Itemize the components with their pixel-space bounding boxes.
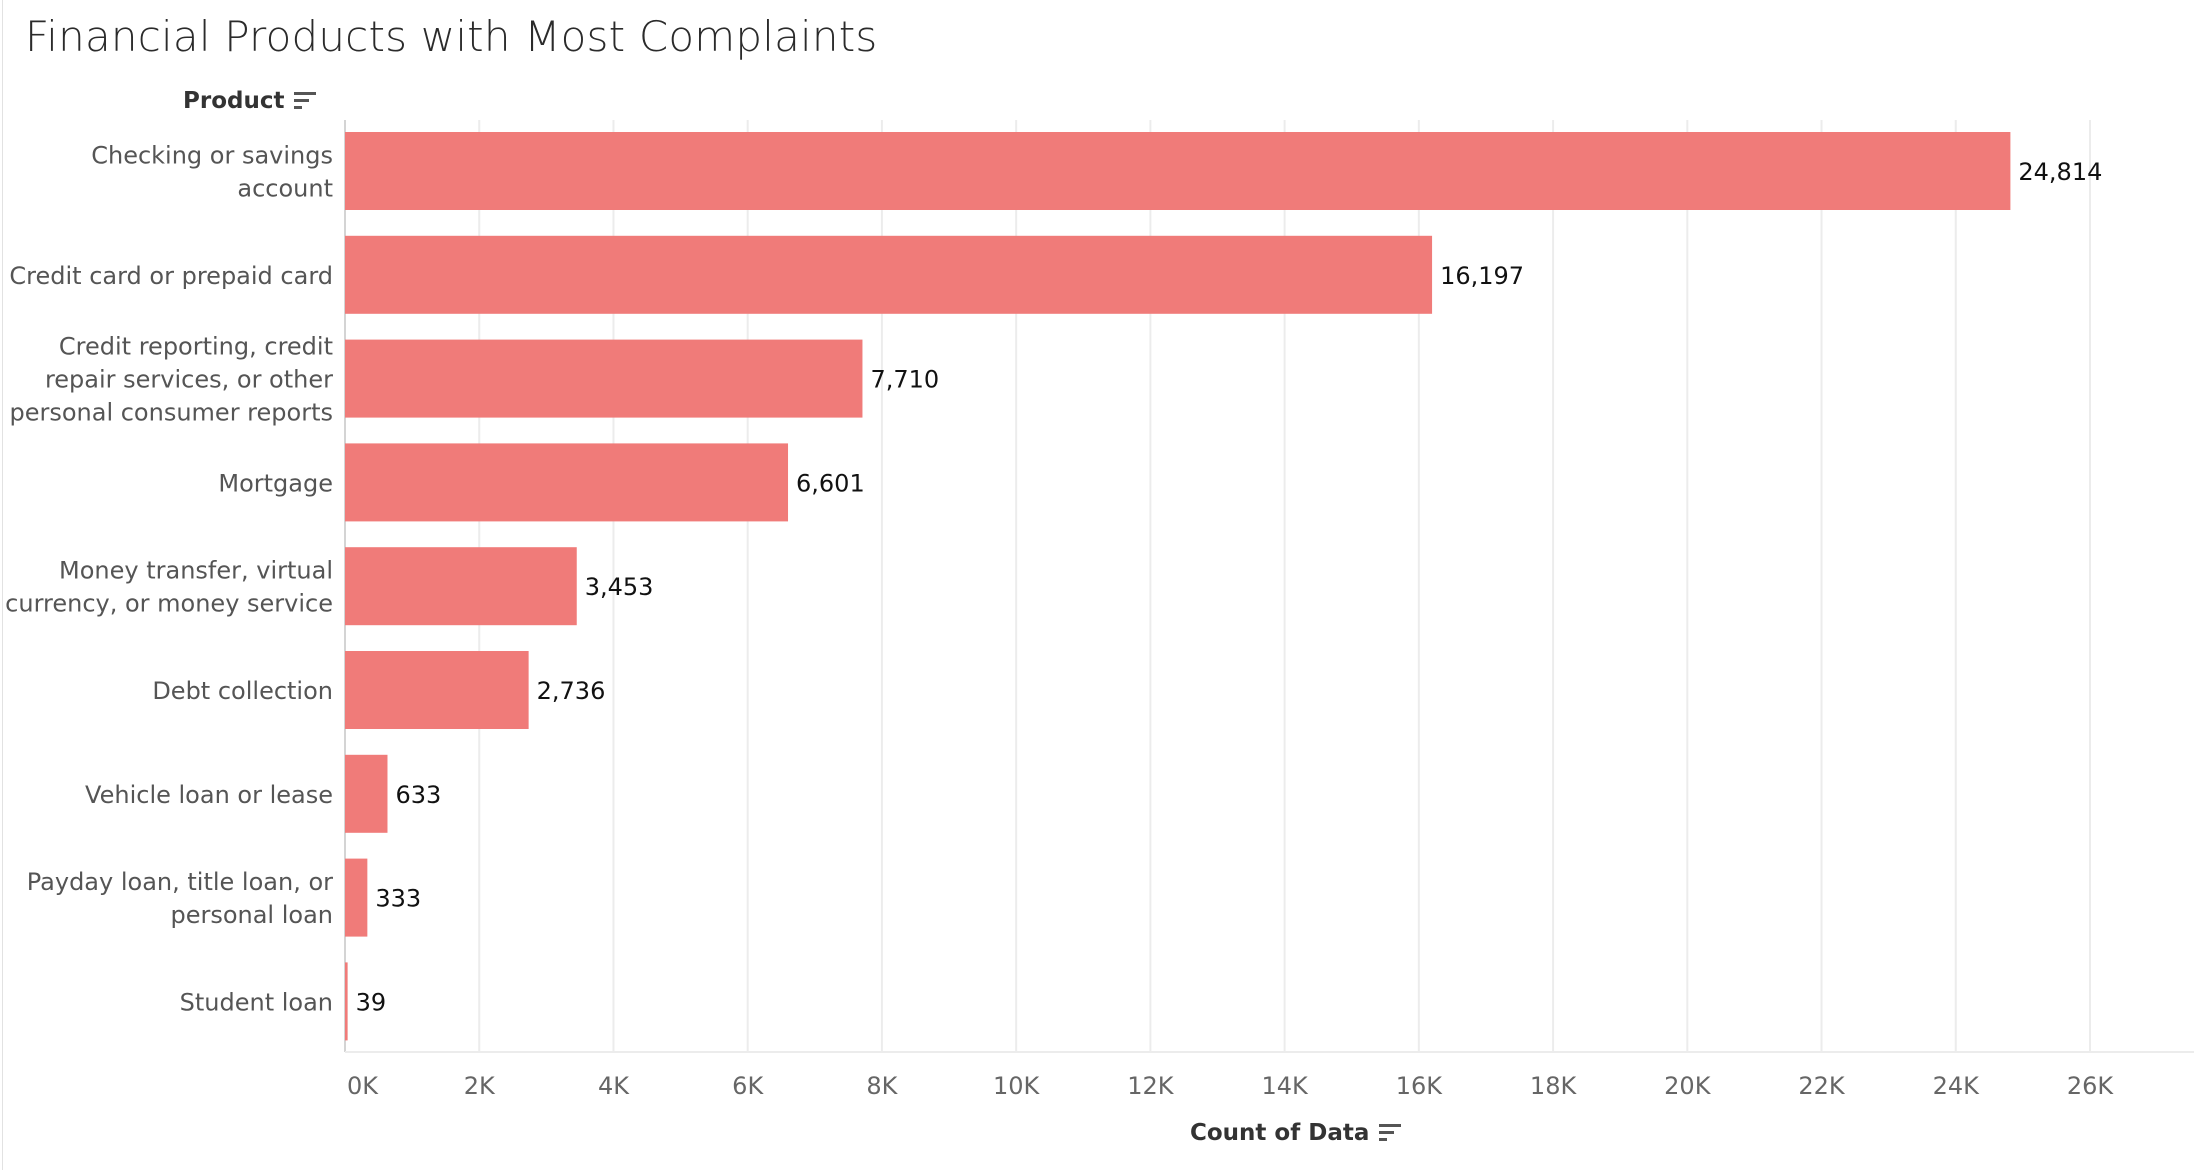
data-label: 6,601: [796, 469, 865, 497]
x-tick-label: 0K: [347, 1072, 379, 1100]
category-label: Debt collection: [152, 677, 333, 705]
chart-title: Financial Products with Most Complaints: [25, 12, 878, 61]
x-tick-label: 20K: [1664, 1072, 1712, 1100]
data-label: 16,197: [1440, 262, 1524, 290]
bar: [345, 235, 1433, 314]
x-tick-label: 26K: [2067, 1072, 2115, 1100]
bar: [345, 754, 388, 833]
sort-descending-icon[interactable]: [294, 92, 317, 110]
category-label: Student loan: [180, 988, 333, 1016]
x-tick-label: 6K: [732, 1072, 764, 1100]
category-label: account: [237, 175, 333, 203]
x-tick-label: 24K: [1933, 1072, 1981, 1100]
data-label: 333: [375, 885, 421, 913]
bar: [345, 132, 2011, 210]
category-label: Credit reporting, credit: [59, 333, 333, 361]
x-tick-label: 12K: [1127, 1072, 1175, 1100]
bar: [345, 443, 789, 522]
category-label: personal consumer reports: [9, 399, 333, 427]
category-label: Credit card or prepaid card: [9, 262, 333, 290]
x-tick-label: 22K: [1798, 1072, 1846, 1100]
x-tick-label: 16K: [1396, 1072, 1444, 1100]
x-axis-header[interactable]: Count of Data: [1190, 1120, 1402, 1146]
bar: [345, 339, 863, 418]
bar: [345, 547, 577, 626]
category-label: personal loan: [170, 901, 333, 929]
bar: [345, 858, 368, 937]
x-tick-label: 4K: [598, 1072, 630, 1100]
data-label: 633: [395, 781, 441, 809]
bar: [345, 651, 529, 729]
sort-descending-icon[interactable]: [1379, 1124, 1402, 1142]
x-tick-label: 18K: [1530, 1072, 1578, 1100]
x-tick-label: 10K: [993, 1072, 1041, 1100]
category-label: currency, or money service: [5, 590, 333, 618]
data-label: 3,453: [585, 573, 654, 601]
x-axis-title: Count of Data: [1190, 1120, 1370, 1146]
x-tick-label: 14K: [1261, 1072, 1309, 1100]
data-label: 2,736: [537, 677, 606, 705]
bar: [345, 962, 348, 1041]
category-label: Money transfer, virtual: [59, 557, 333, 585]
category-label: Checking or savings: [91, 142, 333, 170]
category-label: Mortgage: [218, 469, 333, 497]
frame-border: [2, 0, 3, 1170]
y-axis-header[interactable]: Product: [183, 88, 317, 114]
x-tick-label: 8K: [866, 1072, 898, 1100]
data-label: 24,814: [2018, 158, 2102, 186]
data-label: 39: [356, 988, 387, 1016]
data-label: 7,710: [870, 366, 939, 394]
x-tick-label: 2K: [464, 1072, 496, 1100]
category-label: Vehicle loan or lease: [85, 781, 333, 809]
category-label: Payday loan, title loan, or: [27, 868, 333, 896]
y-axis-header-label: Product: [183, 88, 285, 114]
category-label: repair services, or other: [45, 366, 333, 394]
